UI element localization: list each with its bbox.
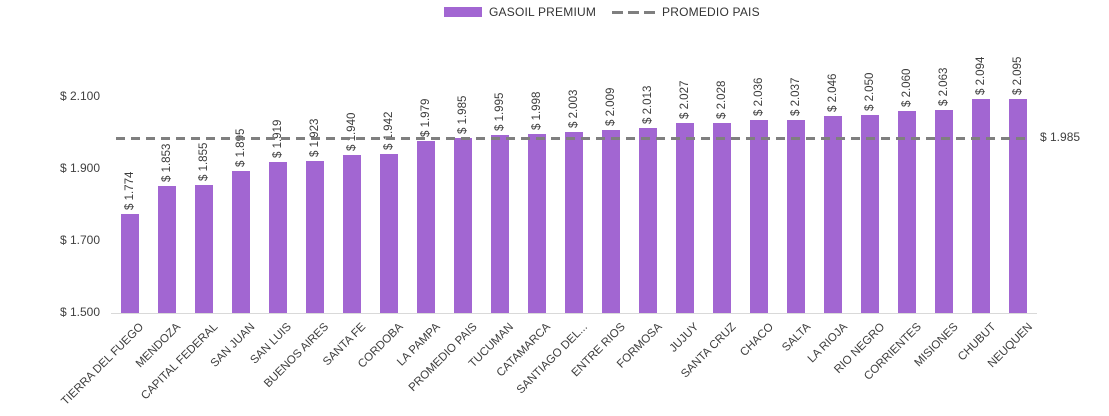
category-label: BUENOS AIRES (262, 321, 332, 391)
bar-value-label: $ 1.998 (530, 91, 543, 130)
bar-value-label: $ 2.046 (827, 74, 840, 113)
bar (787, 119, 806, 313)
bar-value-label: $ 2.013 (642, 85, 655, 125)
bar (713, 122, 732, 313)
bar-value-label: $ 1.942 (382, 111, 395, 150)
bar-value-label: $ 1.995 (493, 92, 506, 131)
bar (305, 160, 324, 313)
bar (935, 110, 954, 313)
category-label: TIERRA DEL FUEGO (59, 321, 147, 408)
category-label: CHACO (737, 321, 776, 359)
bar (639, 128, 658, 313)
bar (120, 214, 139, 313)
y-tick-label: $ 1.900 (59, 161, 100, 175)
bar (972, 99, 991, 313)
bar (268, 162, 287, 313)
bar (602, 129, 621, 313)
legend: GASOIL PREMIUM PROMEDIO PAIS (444, 5, 760, 19)
legend-bar-swatch (444, 7, 482, 17)
bar-value-label: $ 2.027 (679, 80, 692, 120)
legend-average-label: PROMEDIO PAIS (662, 5, 760, 19)
y-tick-label: $ 1.700 (59, 233, 100, 247)
bar-value-label: $ 2.003 (568, 89, 580, 128)
bar-value-label: $ 2.050 (864, 72, 877, 111)
bar (157, 185, 176, 313)
average-dashed-line (116, 137, 1031, 141)
bar-value-label: $ 2.094 (975, 56, 988, 96)
bar (861, 115, 880, 313)
bar-value-label: $ 1.855 (197, 142, 210, 182)
bar (565, 131, 583, 313)
legend-series-label: GASOIL PREMIUM (489, 5, 597, 19)
bar (490, 134, 509, 313)
bar (824, 116, 843, 313)
bar-value-label: $ 1.940 (345, 112, 358, 151)
bar (750, 120, 769, 313)
bar-value-label: $ 2.009 (605, 87, 618, 126)
bar-value-label: $ 1.853 (160, 143, 173, 182)
y-tick-label: $ 2.100 (59, 89, 100, 103)
bar (453, 138, 472, 313)
bar-value-label: $ 1.985 (456, 96, 469, 135)
bar (231, 170, 250, 313)
bar-value-label: $ 2.036 (753, 77, 766, 117)
bar-value-label: $ 1.774 (123, 171, 136, 211)
bar (379, 153, 398, 313)
category-label: JUJUY (667, 321, 702, 355)
bar-value-label: $ 2.063 (938, 67, 951, 107)
bar-value-label: $ 1.895 (234, 128, 247, 167)
bar (527, 133, 546, 313)
y-tick-label: $ 1.500 (59, 305, 100, 319)
bar-value-label: $ 1.979 (419, 98, 432, 137)
bar (676, 123, 695, 313)
bar-value-label: $ 2.095 (1012, 56, 1025, 95)
bar (342, 154, 361, 313)
average-line-label: $ 1.985 (1040, 130, 1081, 145)
legend-dashed-line-swatch (612, 10, 656, 14)
bar (898, 111, 917, 313)
x-axis-line (111, 313, 1037, 314)
bar (1009, 98, 1028, 313)
bar-value-label: $ 2.060 (901, 69, 914, 108)
bar-value-label: $ 2.037 (790, 77, 803, 116)
bar-value-label: $ 2.028 (716, 80, 729, 119)
bar (194, 185, 213, 313)
bar (416, 140, 435, 313)
category-label: SALTA (779, 321, 813, 355)
